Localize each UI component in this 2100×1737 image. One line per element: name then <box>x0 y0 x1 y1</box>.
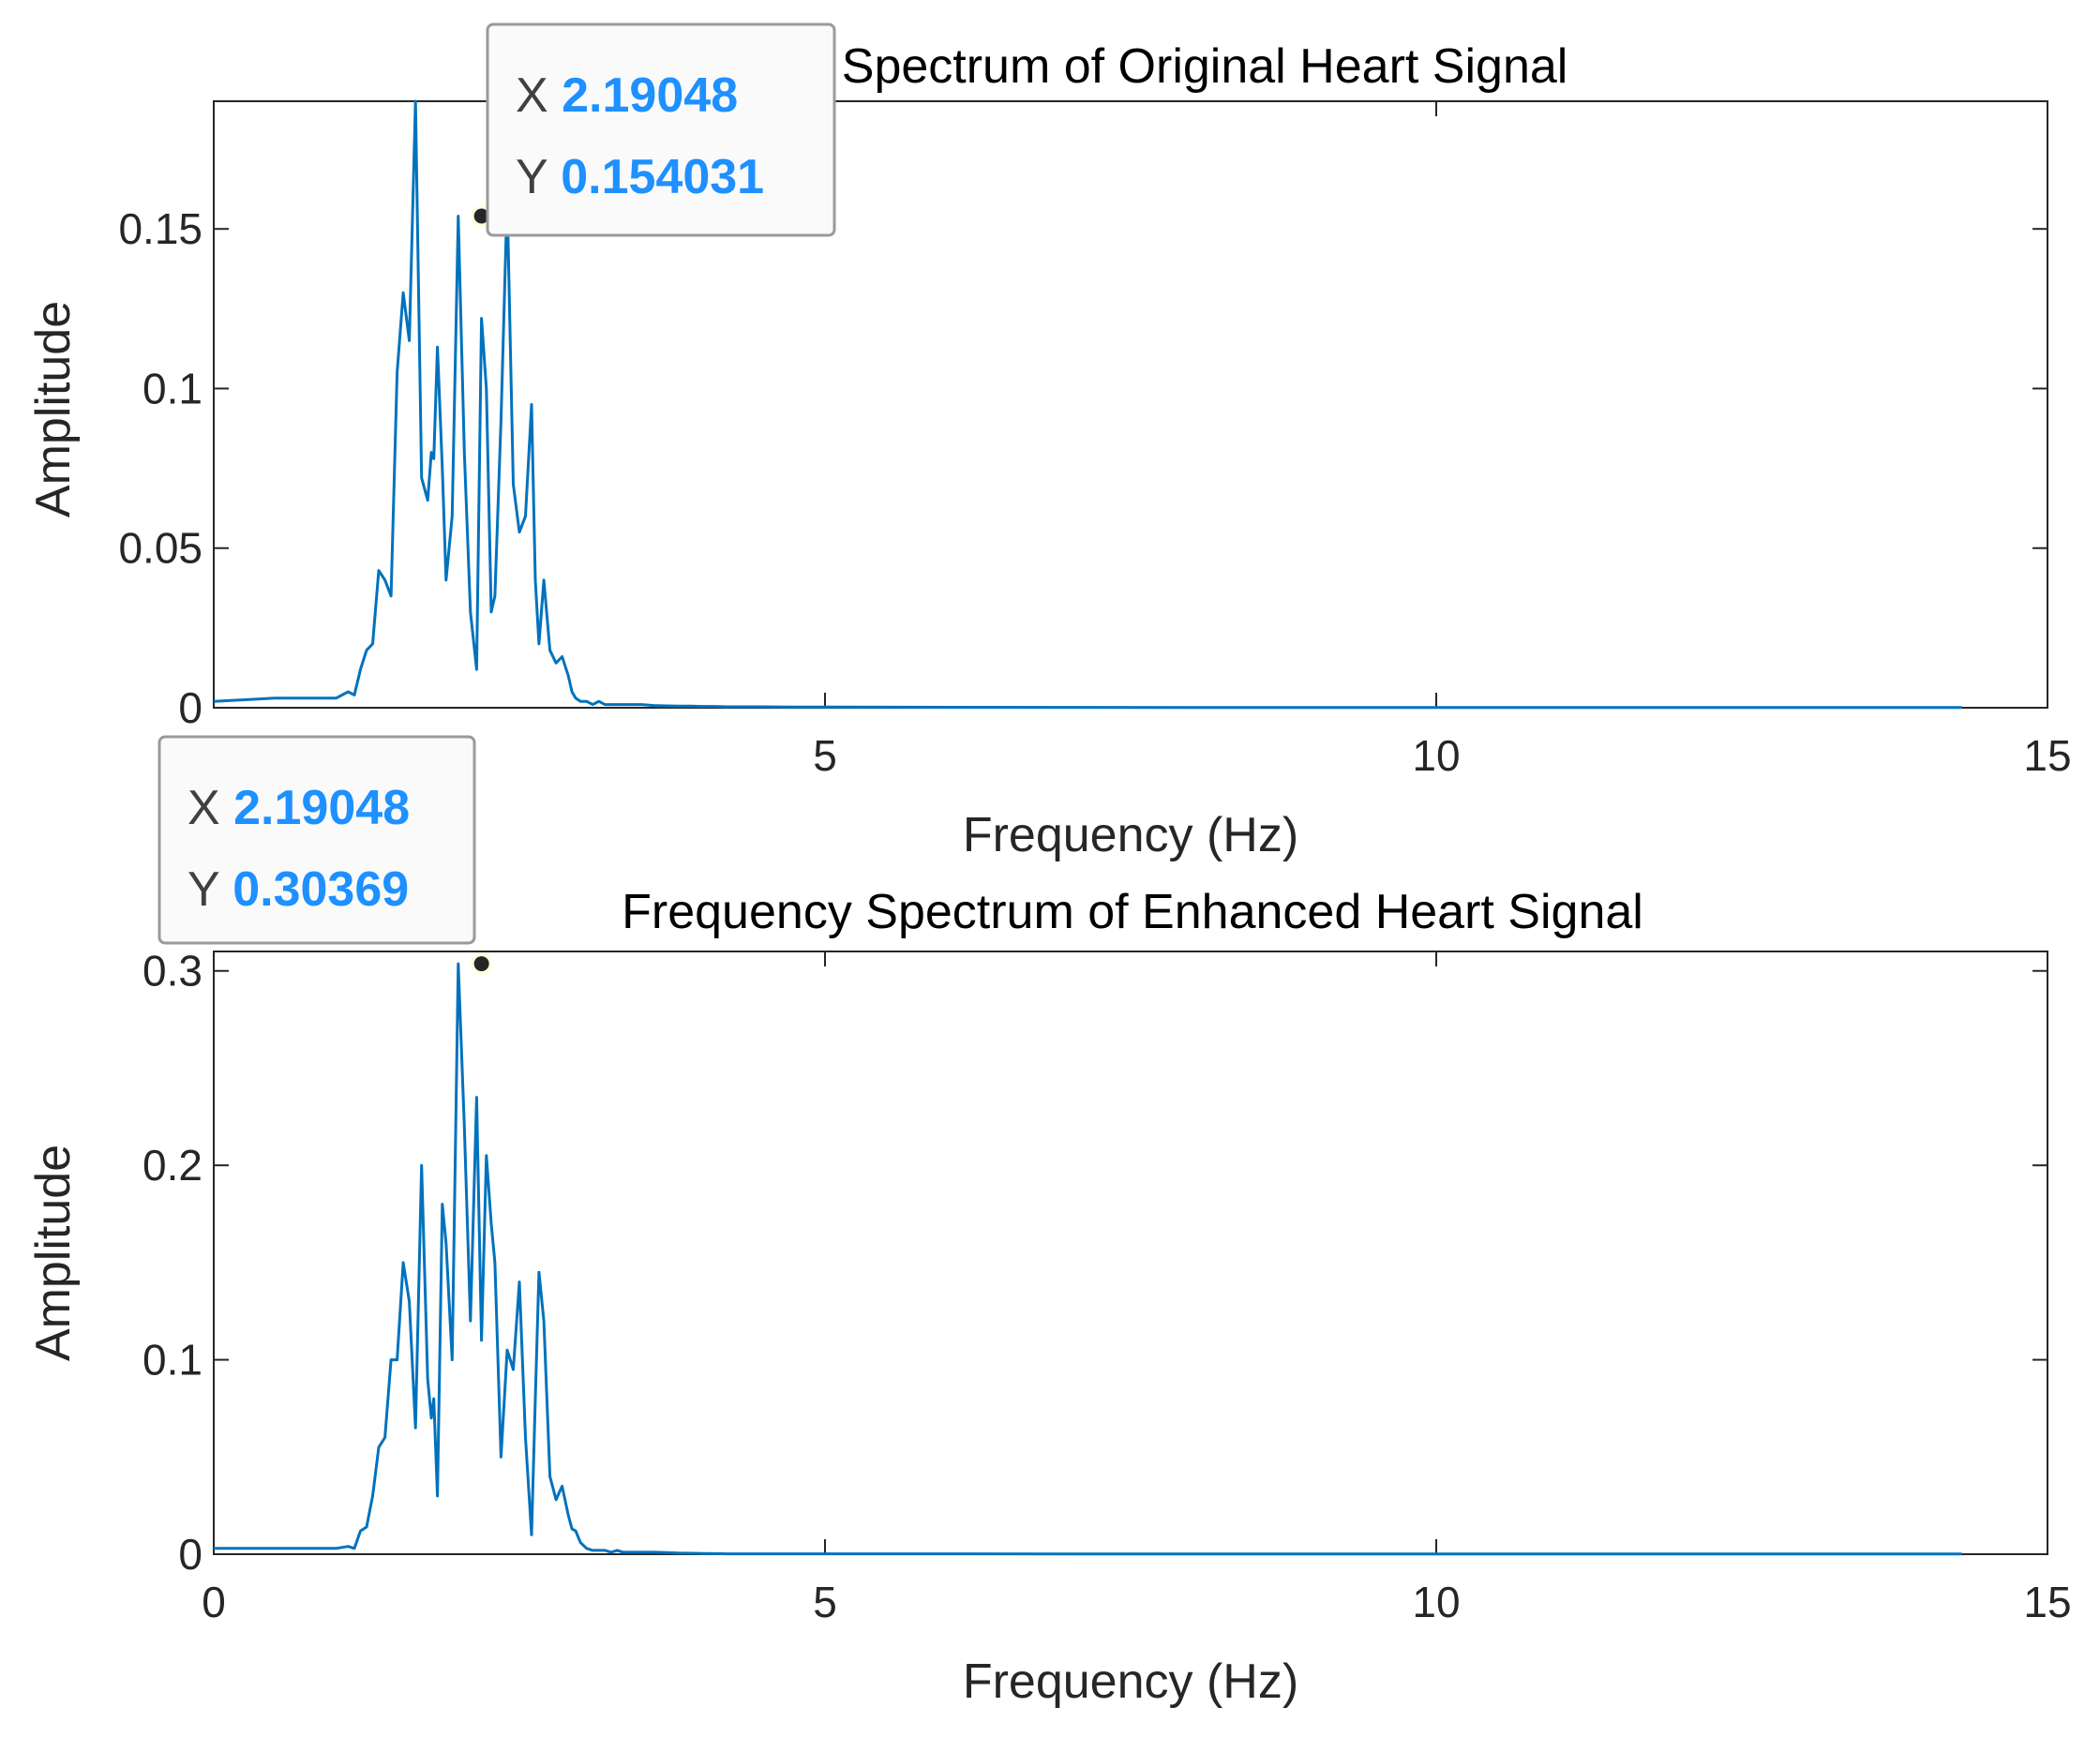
chart-2-series-line <box>214 962 1962 1556</box>
chart-1-xtick-label: 15 <box>2023 731 2071 780</box>
chart-2-ylabel: Amplitude <box>26 1145 81 1361</box>
chart-2-datatip-y-label: Y <box>188 862 232 917</box>
chart-2-datatip-box <box>158 735 476 945</box>
chart-2-xtick-label: 15 <box>2023 1578 2071 1626</box>
chart-1-xtick-label: 5 <box>813 731 837 780</box>
chart-2-ytick-label: 0.1 <box>142 1336 202 1385</box>
chart-2-datatip-y-row: Y 0.30369 <box>188 862 409 917</box>
chart-1-datatip-box <box>486 22 836 237</box>
chart-1-datatip-y-value: 0.154031 <box>561 150 764 204</box>
chart-2-xlabel: Frequency (Hz) <box>963 1655 1298 1709</box>
chart-1-ytick-label: 0.05 <box>118 524 202 573</box>
chart-2-xtick-label: 5 <box>813 1578 837 1626</box>
chart-1-datatip-y-row: Y 0.154031 <box>516 150 764 204</box>
chart-2-datatip-x-value: 2.19048 <box>233 781 410 835</box>
chart-2-datatip-y-value: 0.30369 <box>232 862 409 917</box>
chart-1-datatip-marker[interactable] <box>473 208 489 224</box>
chart-2-axes-box <box>213 951 2048 1555</box>
chart-2: 0 5 10 15 0 0.1 0.2 0.3 Frequency (Hz) Amplitude F… <box>26 735 2072 1709</box>
chart-1-xtick-label: 10 <box>1412 731 1460 780</box>
chart-2-ytick-label: 0.2 <box>142 1141 202 1190</box>
chart-2-datatip-x-row: X 2.19048 <box>188 781 410 835</box>
chart-1-xlabel: Frequency (Hz) <box>963 808 1298 862</box>
chart-1: 5 10 15 0 0.05 0.1 0.15 Frequency (Hz) Amplitude… <box>26 22 2072 862</box>
chart-2-title: Frequency Spectrum of Enhanced Heart Sig… <box>622 885 1643 939</box>
chart-2-datatip-marker[interactable] <box>473 956 489 972</box>
chart-1-ytick-label: 0 <box>178 683 202 732</box>
chart-2-ytick-label: 0.3 <box>142 947 202 996</box>
chart-2-xtick-label: 0 <box>202 1578 226 1626</box>
chart-1-ytick-label: 0.15 <box>118 204 202 253</box>
chart-1-series-line <box>213 99 1962 710</box>
chart-1-ylabel: Amplitude <box>26 301 81 517</box>
chart-2-ytick-label: 0 <box>178 1530 202 1579</box>
chart-1-ytick-label: 0.1 <box>142 364 202 412</box>
chart-1-datatip-x-label: X <box>516 68 562 123</box>
chart-1-datatip-y-label: Y <box>516 150 561 204</box>
chart-1-datatip-x-value: 2.19048 <box>562 68 738 123</box>
chart-2-datatip-x-label: X <box>188 781 233 835</box>
chart-1-datatip-x-row: X 2.19048 <box>516 68 738 123</box>
chart-2-xtick-label: 10 <box>1412 1578 1460 1626</box>
